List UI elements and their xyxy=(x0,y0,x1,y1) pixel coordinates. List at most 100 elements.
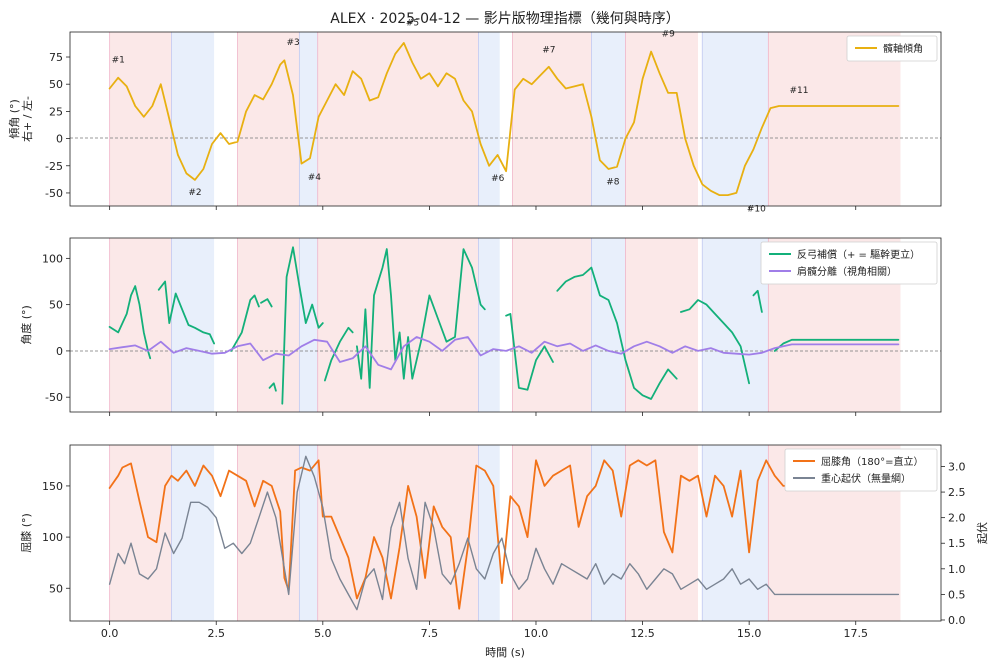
y-tick-label-5: 50 xyxy=(49,78,63,91)
y-tick-label-2: 0 xyxy=(56,345,63,358)
legend-tilt: 髖軸傾角 xyxy=(846,35,938,62)
y-tick-label-1: 50 xyxy=(49,582,63,595)
phase-band-6 xyxy=(478,32,500,206)
axes-frame-angles xyxy=(69,237,942,413)
y2-tick-label-3: 1.0 xyxy=(948,563,966,576)
phase-band-8 xyxy=(591,445,626,621)
phase-band-3 xyxy=(237,32,300,206)
series-line-compensation-seg-9 xyxy=(505,313,554,391)
legend-label-separation: 肩髖分離（視角相關） xyxy=(797,265,897,278)
series-line-compensation-seg-6 xyxy=(281,246,324,405)
phase-band-6 xyxy=(478,445,500,621)
panel-knee-yticks: 50 100 150 xyxy=(42,480,70,595)
phase-band-2 xyxy=(171,445,215,621)
panel-tilt-annotations: #1 #2 #3 #4 #5 #6 #7 #8 #9 #10 #11 xyxy=(112,18,809,214)
y2-tick-label-2: 0.5 xyxy=(948,588,966,601)
annotation-label-11: #11 xyxy=(790,86,809,96)
figure-title: ALEX · 2025-04-12 — 影片版物理指標（幾何與時序） xyxy=(330,11,679,27)
phase-band-3 xyxy=(237,445,300,621)
panel-tilt-phases xyxy=(109,32,901,206)
phase-band-4 xyxy=(299,238,318,412)
phase-band-9 xyxy=(625,32,698,206)
legend-knee: 屈膝角（180°=直立） 重心起伏（無量綱） xyxy=(784,448,938,492)
phase-band-1 xyxy=(109,445,172,621)
series-line-compensation-seg-2 xyxy=(157,280,215,345)
annotation-label-2: #2 xyxy=(188,188,201,198)
axes-frame-knee xyxy=(69,444,942,622)
x-tick-label-5: 10.0 xyxy=(524,627,549,640)
y-axis-label-tilt-line2: 右+ / 左- xyxy=(20,96,34,142)
phase-band-5 xyxy=(317,238,479,412)
annotation-label-7: #7 xyxy=(542,46,555,56)
annotation-label-8: #8 xyxy=(606,177,620,187)
x-axis-label: 時間 (s) xyxy=(485,646,525,659)
panel-knee: 50 100 150 0.0 0.5 1.0 1.5 2.0 2.5 3.0 0.0 2.5 5.0… xyxy=(20,444,989,640)
y-tick-label-4: 100 xyxy=(42,252,63,265)
y-axis-label-angles: 角度 (°) xyxy=(19,305,33,345)
phase-band-2 xyxy=(171,238,215,412)
series-line-compensation-seg-8 xyxy=(356,248,486,389)
series-line-compensation-seg-12 xyxy=(752,289,763,313)
x-tick-label-7: 15.0 xyxy=(737,627,762,640)
phase-band-5 xyxy=(317,445,479,621)
annotation-label-1: #1 xyxy=(112,55,125,65)
legend-frame xyxy=(846,35,938,62)
phase-band-9 xyxy=(625,238,698,412)
series-line-compensation-seg-3 xyxy=(230,294,260,352)
series-line-compensation-seg-4 xyxy=(260,298,273,308)
phase-band-4 xyxy=(299,445,318,621)
panel-knee-y2ticks: 0.0 0.5 1.0 1.5 2.0 2.5 3.0 xyxy=(941,460,966,627)
panel-angles: -50 0 50 100 角度 (°) 反弓補償（+ = 驅幹更立） 肩髖分離（視角相關… xyxy=(19,237,942,416)
y2-axis-label-knee: 起伏 xyxy=(975,522,989,544)
legend-label-knee: 屈膝角（180°=直立） xyxy=(821,455,923,468)
series-line-compensation-seg-11 xyxy=(680,299,750,385)
x-tick-label-8: 17.5 xyxy=(843,627,868,640)
series-line-knee xyxy=(108,459,793,610)
phase-band-10 xyxy=(702,238,769,412)
x-tick-label-1: 0.0 xyxy=(101,627,119,640)
series-line-tilt xyxy=(108,42,900,196)
phase-band-5 xyxy=(317,32,479,206)
legend-frame xyxy=(784,448,938,492)
x-tick-label-4: 7.5 xyxy=(421,627,439,640)
series-line-com xyxy=(108,455,900,611)
y2-tick-label-4: 1.5 xyxy=(948,537,966,550)
panel-angles-series xyxy=(108,246,900,405)
x-tick-label-3: 5.0 xyxy=(314,627,332,640)
x-tick-label-6: 12.5 xyxy=(630,627,655,640)
annotation-label-10: #10 xyxy=(747,204,766,214)
legend-angles: 反弓補償（+ = 驅幹更立） 肩髖分離（視角相關） xyxy=(760,241,938,285)
phase-band-7 xyxy=(512,238,592,412)
series-line-compensation-seg-7 xyxy=(324,326,354,382)
phase-band-10 xyxy=(702,445,769,621)
annotation-label-4: #4 xyxy=(308,173,322,183)
phase-band-1 xyxy=(109,32,172,206)
y-tick-label-3: 0 xyxy=(56,133,63,146)
phase-band-9 xyxy=(625,445,698,621)
panel-angles-xticks xyxy=(109,412,857,416)
annotation-label-5: #5 xyxy=(406,18,419,28)
series-line-separation xyxy=(108,336,900,371)
y-tick-label-6: 75 xyxy=(49,51,63,64)
series-line-compensation-seg-10 xyxy=(556,266,678,400)
y2-tick-label-5: 2.0 xyxy=(948,512,966,525)
y-axis-label-tilt-line1: 傾角 (°) xyxy=(7,99,21,139)
panel-tilt: #1 #2 #3 #4 #5 #6 #7 #8 #9 #10 #11 -50 -25 0 25 50 75 傾… xyxy=(7,18,942,214)
y-tick-label-2: 100 xyxy=(42,531,63,544)
phase-band-6 xyxy=(478,238,500,412)
series-line-compensation-seg-1 xyxy=(108,285,152,360)
x-tick-label-2: 2.5 xyxy=(207,627,225,640)
panel-angles-yticks: -50 0 50 100 xyxy=(42,252,70,404)
y-tick-label-2: -25 xyxy=(45,160,63,173)
y-tick-label-3: 150 xyxy=(42,480,63,493)
panel-tilt-yticks: -50 -25 0 25 50 75 xyxy=(45,51,70,200)
panel-knee-xticks: 0.0 2.5 5.0 7.5 10.0 12.5 15.0 17.5 xyxy=(101,621,868,640)
panel-knee-series xyxy=(108,455,900,611)
y-tick-label-4: 25 xyxy=(49,105,63,118)
phase-band-10 xyxy=(702,32,769,206)
phase-band-7 xyxy=(512,445,592,621)
y-axis-label-knee: 屈膝 (°) xyxy=(20,513,33,553)
y2-tick-label-1: 0.0 xyxy=(948,614,966,627)
axes-frame-tilt xyxy=(69,31,942,207)
phase-band-1 xyxy=(109,238,172,412)
